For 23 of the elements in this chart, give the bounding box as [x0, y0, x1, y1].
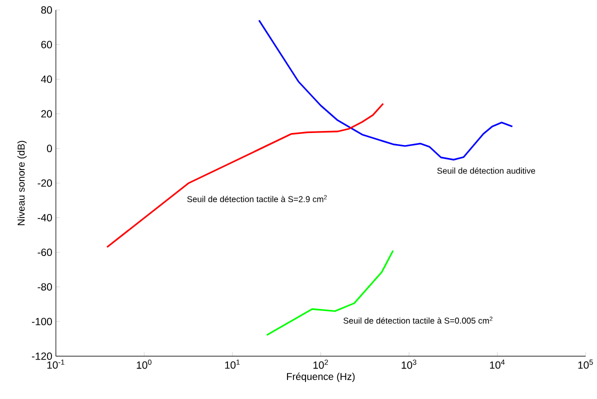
- x-tick-label: 10$^{-1}$: [47, 360, 64, 369]
- y-tick-label: 60: [41, 40, 52, 48]
- x-tick-label: 10$^{3}$: [402, 360, 416, 369]
- x-tick-label: 10$^{2}$: [313, 360, 328, 369]
- y-tick-label: -100: [32, 318, 52, 326]
- y-tick-label: -40: [38, 214, 52, 222]
- series-label: Seuil de détection auditive: [437, 167, 536, 174]
- x-tick-label: 10$^{1}$: [225, 360, 240, 369]
- x-tick-label: 10$^{0}$: [136, 360, 152, 369]
- series-label: Seuil de détection tactile à S=0.005 cm$^{2}$: [344, 316, 492, 324]
- x-axis-title: Fréquence (Hz): [287, 372, 355, 382]
- y-tick-label: -80: [38, 283, 52, 291]
- series-label: Seuil de détection tactile à S=2.9 cm$^{2}$: [187, 195, 327, 202]
- y-tick-label: -60: [38, 248, 52, 256]
- x-tick-label: 10$^{5}$: [578, 360, 593, 369]
- y-tick-label: 80: [41, 6, 52, 14]
- y-tick-label: -120: [32, 352, 52, 360]
- y-tick-label: -20: [38, 179, 52, 187]
- x-tick-label: 10$^{4}$: [490, 360, 505, 369]
- y-tick-label: 20: [41, 110, 52, 118]
- y-tick-label: 0: [46, 144, 52, 152]
- y-tick-label: 40: [40, 76, 52, 83]
- y-axis-title: Niveau sonore (dB): [17, 140, 27, 226]
